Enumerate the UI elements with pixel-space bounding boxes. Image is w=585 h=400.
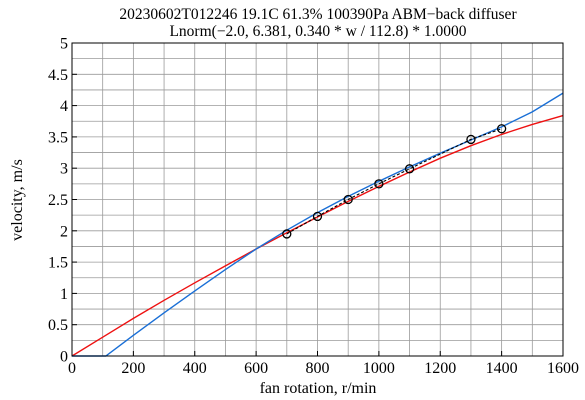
data-point — [343, 194, 353, 205]
y-tick-label: 3 — [60, 161, 68, 178]
x-tick-label: 200 — [121, 360, 145, 377]
y-tick-label: 2.5 — [48, 192, 68, 209]
data-point — [374, 179, 384, 189]
data-point — [312, 211, 323, 222]
chart-subtitle: Lnorm(−2.0, 6.381, 0.340 * w / 112.8) * … — [169, 23, 466, 40]
x-tick-label: 1600 — [547, 360, 579, 377]
y-tick-label: 1.5 — [48, 255, 68, 272]
y-tick-label: 2 — [60, 223, 68, 240]
data-point — [404, 164, 415, 174]
y-tick-label: 1 — [60, 286, 68, 303]
y-tick-label: 4 — [60, 98, 68, 115]
chart-title: 20230602T012246 19.1C 61.3% 100390Pa ABM… — [119, 6, 517, 23]
data-point — [496, 124, 507, 134]
grid — [71, 42, 564, 357]
x-axis-ticks: 0 200 400 600 800 1000 1200 1400 1600 — [68, 351, 579, 377]
y-tick-label: 0 — [60, 349, 68, 366]
x-tick-label: 1200 — [424, 360, 456, 377]
y-tick-label: 5 — [60, 36, 68, 53]
x-tick-label: 1400 — [486, 360, 518, 377]
y-axis-label: velocity, m/s — [9, 159, 26, 241]
y-tick-label: 4.5 — [48, 67, 68, 84]
x-tick-label: 400 — [183, 360, 207, 377]
series-layer — [71, 92, 564, 357]
data-point — [282, 229, 292, 239]
data-point — [466, 134, 476, 145]
series-measured-line — [286, 128, 502, 235]
plot-frame — [71, 42, 564, 357]
x-tick-label: 600 — [244, 360, 268, 377]
x-tick-label: 1000 — [363, 360, 395, 377]
x-tick-label: 0 — [68, 360, 76, 377]
x-axis-label: fan rotation, r/min — [260, 380, 377, 397]
y-axis-ticks: 0 0.5 1 1.5 2 2.5 3 3.5 4 4.5 5 — [48, 36, 77, 366]
y-tick-label: 3.5 — [48, 129, 68, 146]
x-tick-label: 800 — [306, 360, 330, 377]
y-tick-label: 0.5 — [48, 317, 68, 334]
